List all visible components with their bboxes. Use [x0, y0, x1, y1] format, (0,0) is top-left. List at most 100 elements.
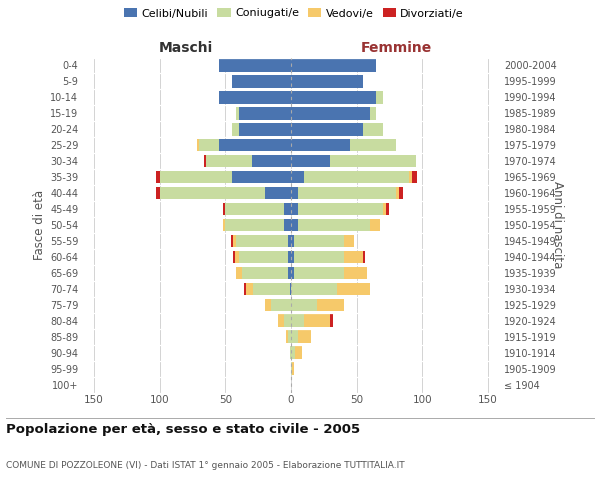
Bar [291, 107, 370, 120]
Bar [239, 107, 291, 120]
Bar [291, 219, 298, 231]
Bar [233, 234, 236, 247]
Bar [298, 187, 396, 200]
Bar [291, 314, 304, 327]
Bar [363, 123, 383, 136]
Bar [331, 155, 416, 168]
Bar [265, 298, 271, 311]
Bar [230, 234, 233, 247]
Bar [239, 250, 289, 263]
Bar [251, 155, 291, 168]
Bar [284, 203, 291, 215]
Bar [291, 91, 376, 104]
Bar [289, 266, 291, 279]
Bar [337, 282, 370, 295]
Bar [247, 282, 253, 295]
Bar [236, 107, 239, 120]
Bar [219, 139, 291, 151]
Bar [295, 346, 302, 359]
Bar [291, 75, 363, 88]
Bar [298, 203, 383, 215]
Bar [331, 314, 333, 327]
Bar [226, 219, 284, 231]
Bar [298, 330, 311, 343]
Bar [291, 123, 363, 136]
Bar [232, 171, 291, 183]
Bar [291, 155, 331, 168]
Bar [412, 171, 417, 183]
Bar [219, 60, 291, 72]
Bar [219, 91, 291, 104]
Bar [350, 139, 396, 151]
Bar [291, 330, 298, 343]
Bar [289, 250, 291, 263]
Bar [396, 187, 398, 200]
Legend: Celibi/Nubili, Coniugati/e, Vedovi/e, Divorziati/e: Celibi/Nubili, Coniugati/e, Vedovi/e, Di… [124, 8, 464, 18]
Bar [244, 282, 247, 295]
Bar [293, 234, 343, 247]
Bar [343, 266, 367, 279]
Bar [291, 60, 376, 72]
Bar [242, 266, 289, 279]
Bar [291, 282, 337, 295]
Bar [317, 298, 343, 311]
Bar [398, 187, 403, 200]
Bar [293, 250, 343, 263]
Bar [253, 282, 290, 295]
Bar [278, 314, 284, 327]
Bar [160, 187, 265, 200]
Bar [197, 139, 199, 151]
Bar [291, 346, 295, 359]
Bar [223, 219, 226, 231]
Bar [292, 362, 293, 375]
Bar [409, 171, 412, 183]
Bar [236, 234, 289, 247]
Bar [232, 75, 291, 88]
Bar [236, 266, 242, 279]
Bar [289, 234, 291, 247]
Y-axis label: Anni di nascita: Anni di nascita [551, 182, 563, 268]
Bar [343, 250, 363, 263]
Bar [223, 203, 226, 215]
Text: Maschi: Maschi [159, 41, 213, 55]
Bar [265, 187, 291, 200]
Bar [156, 171, 160, 183]
Bar [290, 282, 291, 295]
Bar [370, 107, 376, 120]
Bar [233, 250, 235, 263]
Bar [304, 171, 409, 183]
Bar [293, 266, 343, 279]
Bar [160, 171, 232, 183]
Bar [284, 314, 291, 327]
Bar [290, 346, 291, 359]
Bar [291, 139, 350, 151]
Bar [291, 250, 293, 263]
Bar [304, 314, 331, 327]
Bar [205, 155, 206, 168]
Bar [370, 219, 380, 231]
Y-axis label: Fasce di età: Fasce di età [32, 190, 46, 260]
Bar [291, 266, 293, 279]
Bar [291, 171, 304, 183]
Bar [289, 330, 291, 343]
Bar [291, 187, 298, 200]
Bar [206, 155, 251, 168]
Bar [291, 298, 317, 311]
Bar [239, 123, 291, 136]
Bar [386, 203, 389, 215]
Bar [284, 219, 291, 231]
Bar [376, 91, 383, 104]
Bar [291, 203, 298, 215]
Bar [343, 234, 354, 247]
Bar [271, 298, 291, 311]
Bar [232, 123, 239, 136]
Bar [286, 330, 289, 343]
Bar [226, 203, 284, 215]
Bar [383, 203, 386, 215]
Text: COMUNE DI POZZOLEONE (VI) - Dati ISTAT 1° gennaio 2005 - Elaborazione TUTTITALIA: COMUNE DI POZZOLEONE (VI) - Dati ISTAT 1… [6, 460, 404, 469]
Bar [199, 139, 219, 151]
Bar [291, 362, 292, 375]
Bar [298, 219, 370, 231]
Bar [235, 250, 239, 263]
Bar [291, 234, 293, 247]
